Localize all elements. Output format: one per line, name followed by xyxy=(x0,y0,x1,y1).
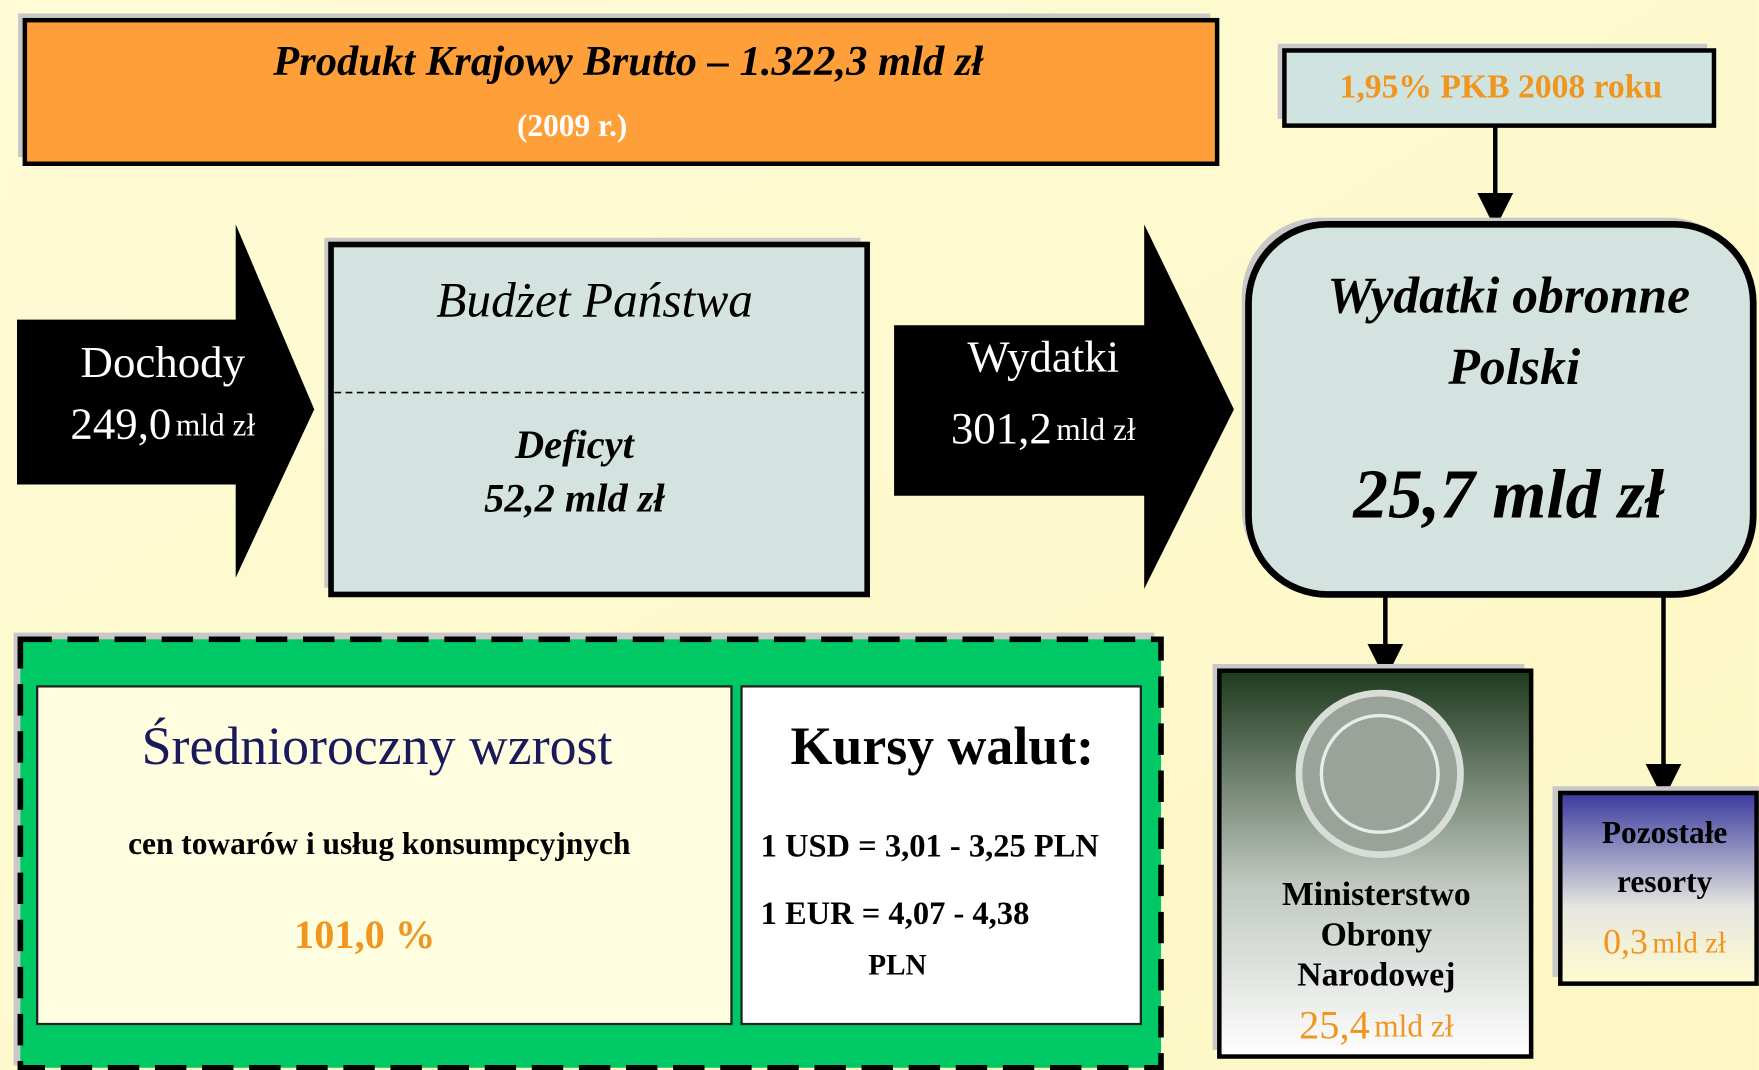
other-name: resorty xyxy=(1617,864,1713,899)
gdp-share: 1,95% PKB 2008 roku xyxy=(1340,68,1663,105)
defense-value: 25,7 mld zł xyxy=(1352,456,1665,533)
mod-name: Narodowej xyxy=(1297,957,1455,994)
deficit-value: 52,2 mld zł xyxy=(484,476,665,521)
inflation-subtitle: cen towarów i usług konsumpcyjnych xyxy=(128,826,630,861)
income-value: 249,0 xyxy=(70,399,171,449)
budget-title: Budżet Państwa xyxy=(436,272,753,327)
other-unit: mld zł xyxy=(1652,927,1726,959)
deficit-label: Deficyt xyxy=(514,422,636,467)
expenses-value: 301,2 xyxy=(951,403,1052,453)
gdp-box xyxy=(22,17,1220,166)
other-box xyxy=(1558,790,1759,986)
mod-amount: 25,4 mld zł xyxy=(1299,1003,1454,1048)
defense-title: Wydatki obronne xyxy=(1327,267,1690,324)
mod-name: Obrony xyxy=(1321,916,1433,953)
mod-name: Ministerstwo xyxy=(1282,876,1471,913)
budget-box xyxy=(328,241,870,598)
rates-box xyxy=(740,685,1142,1026)
rate-line: 1 USD = 3,01 - 3,25 PLN xyxy=(761,829,1100,865)
expenses-unit: mld zł xyxy=(1056,412,1136,447)
income-amount: 249,0 mld zł xyxy=(70,399,255,449)
defense-title: Polski xyxy=(1447,339,1580,396)
emblem xyxy=(1295,689,1464,859)
income-unit: mld zł xyxy=(176,408,256,443)
gdp-year: (2009 r.) xyxy=(517,108,627,143)
income-label: Dochody xyxy=(81,337,246,387)
inflation-box xyxy=(36,685,733,1026)
inflation-title: Średnioroczny wzrost xyxy=(142,716,613,776)
other-amount: 0,3 mld zł xyxy=(1603,922,1726,962)
expenses-amount: 301,2 mld zł xyxy=(951,403,1136,453)
income-arrow xyxy=(16,224,315,578)
share-box xyxy=(1282,48,1717,128)
other-value: 0,3 xyxy=(1603,922,1648,962)
other-name: Pozostałe xyxy=(1602,815,1728,850)
defense-box xyxy=(1245,220,1757,598)
gdp-title: Produkt Krajowy Brutto – 1.322,3 mld zł xyxy=(272,38,984,85)
emblem-ring xyxy=(1319,713,1440,834)
mod-unit: mld zł xyxy=(1374,1009,1454,1044)
rates-title: Kursy walut: xyxy=(791,716,1095,776)
expenses-label: Wydatki xyxy=(967,331,1119,381)
rate-line: 1 EUR = 4,07 - 4,38 xyxy=(761,896,1030,932)
expenses-arrow xyxy=(894,224,1234,589)
mod-value: 25,4 xyxy=(1299,1003,1370,1048)
rate-line: PLN xyxy=(868,950,926,982)
inflation-value: 101,0 % xyxy=(294,912,435,957)
